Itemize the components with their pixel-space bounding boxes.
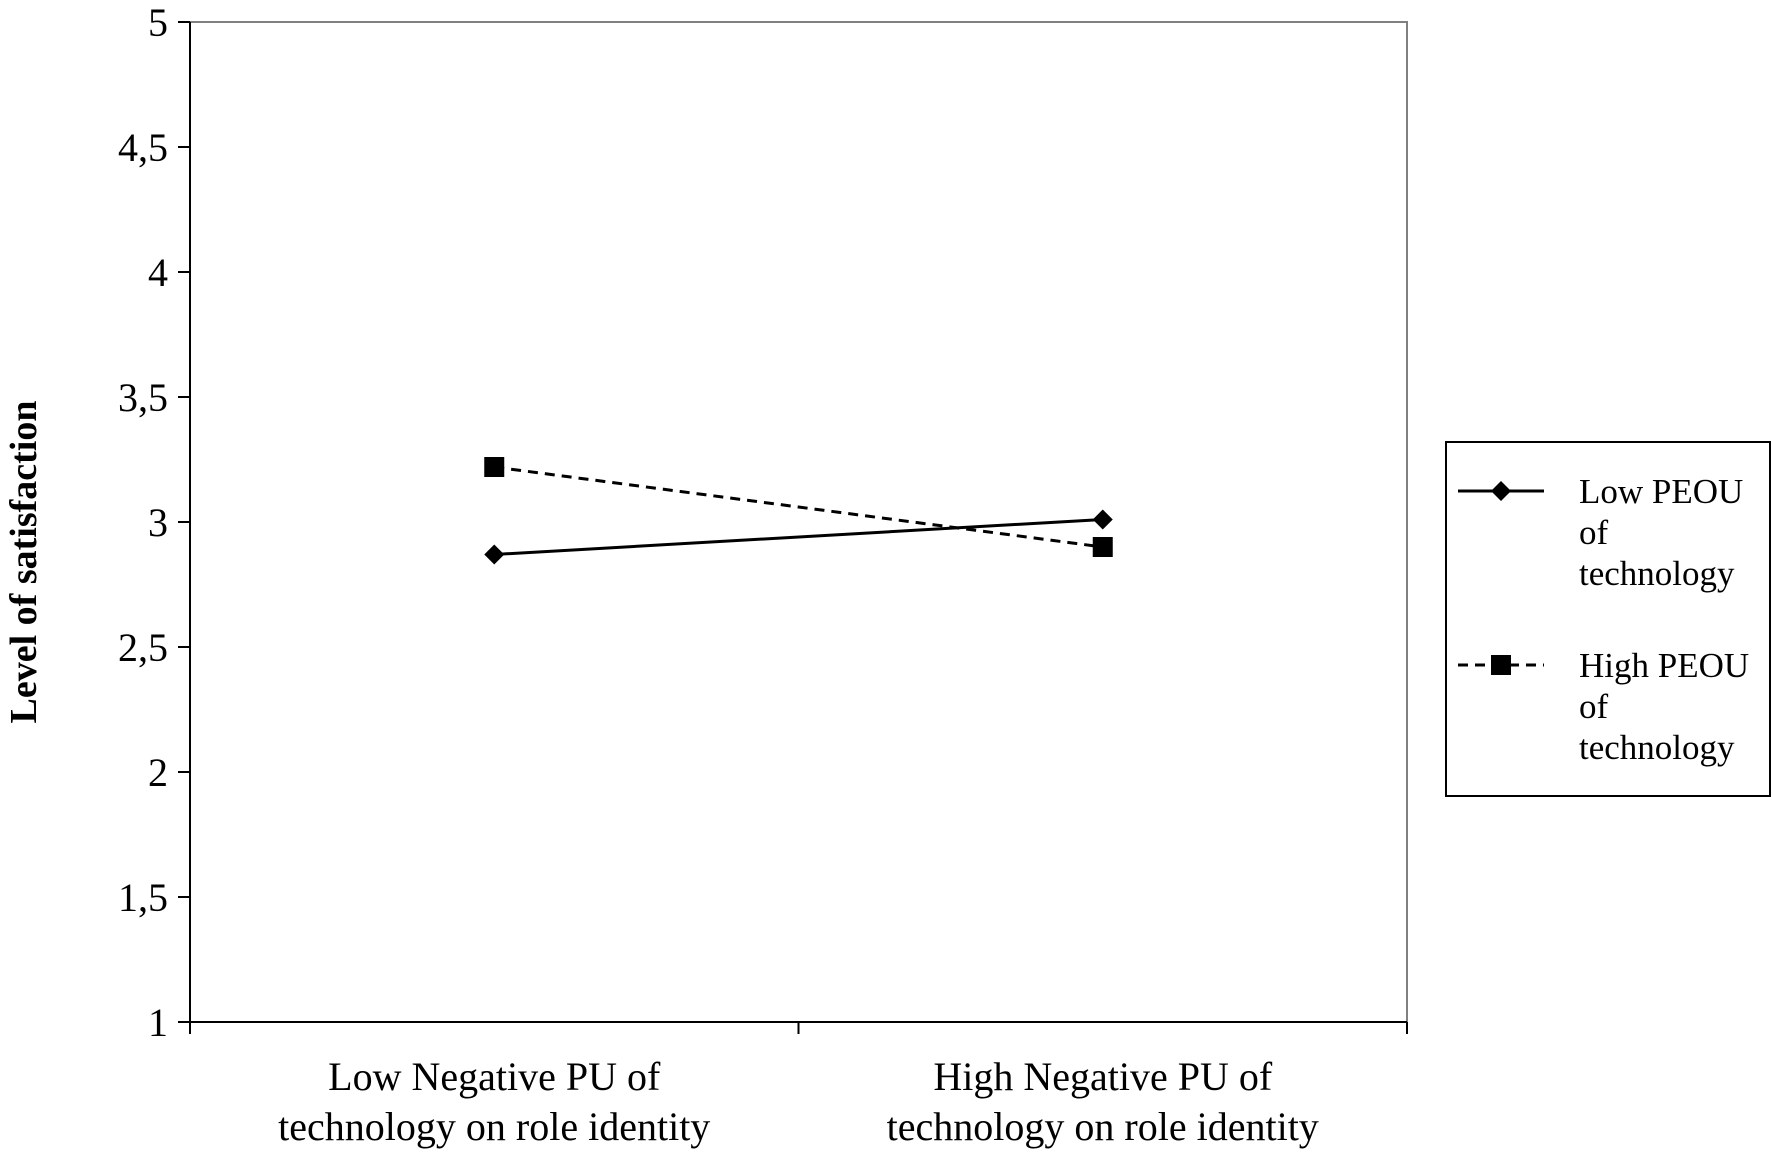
series-layer [484,457,1113,565]
legend-label: High PEOU of technology [1579,646,1749,767]
data-point [1092,537,1113,557]
legend-marker [1491,481,1511,501]
y-tick-label: 2 [148,750,168,795]
legend-box [1445,441,1771,797]
y-tick-label: 1 [148,1000,168,1045]
y-tick-label: 2,5 [118,625,168,670]
data-point [484,544,505,565]
series-line [494,518,1103,556]
y-tick-label: 1,5 [118,875,168,920]
plot-area [189,21,1408,1023]
legend-marker [1491,655,1511,675]
y-tick-label: 5 [148,0,168,45]
legend: Low PEOU of technology High PEOU of technolog… [1445,441,1771,797]
x-category-label: Low Negative PU of technology on role ide… [278,1054,710,1149]
x-axis: Low Negative PU of technology on role ide… [189,1021,1408,1149]
x-category-label: High Negative PU of technology on role id… [887,1054,1319,1149]
legend-entry-2: High PEOU of technology [1458,646,1749,767]
y-tick-label: 4 [148,250,168,295]
series-line [494,465,1103,549]
data-point [1092,509,1113,530]
series-1 [484,509,1113,565]
legend-label: Low PEOU of technology [1579,472,1743,593]
y-axis: 1 1,5 2 2,5 3 3,5 4 4,5 5 [118,0,191,1045]
data-point [484,457,505,477]
y-tick-label: 3 [148,500,168,545]
legend-entry-1: Low PEOU of technology [1458,472,1743,593]
series-2 [484,457,1113,557]
y-axis-label: Level of satisfaction [3,401,45,724]
y-tick-label: 4,5 [118,125,168,170]
y-tick-label: 3,5 [118,375,168,420]
